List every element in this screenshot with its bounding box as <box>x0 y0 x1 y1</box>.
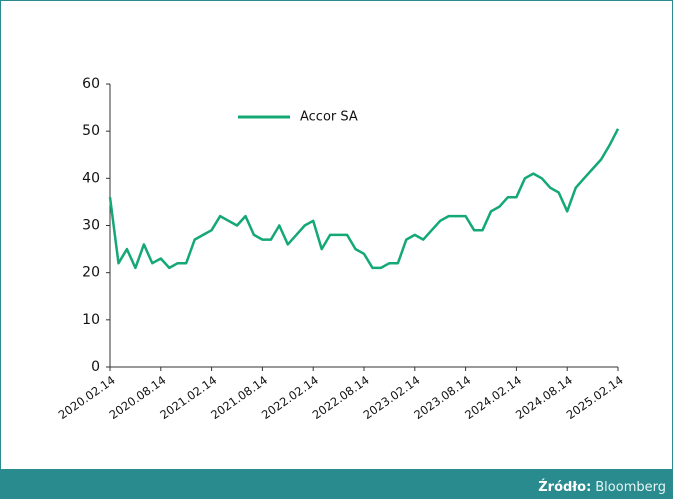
source-label: Źródło: <box>538 479 591 495</box>
y-tick-label: 40 <box>82 170 100 186</box>
source-name: Bloomberg <box>595 480 666 495</box>
y-tick-label: 20 <box>82 265 100 281</box>
y-tick-label: 10 <box>82 312 100 328</box>
y-tick-label: 60 <box>82 76 100 92</box>
footer <box>0 469 673 499</box>
line <box>108 128 620 270</box>
y-tick-label: 30 <box>82 218 100 234</box>
y-tick-label: 0 <box>91 359 100 375</box>
legend-label: Accor SA <box>300 110 358 125</box>
y-tick-label: 50 <box>82 123 100 139</box>
source: Źródło: Bloomberg <box>538 479 666 495</box>
